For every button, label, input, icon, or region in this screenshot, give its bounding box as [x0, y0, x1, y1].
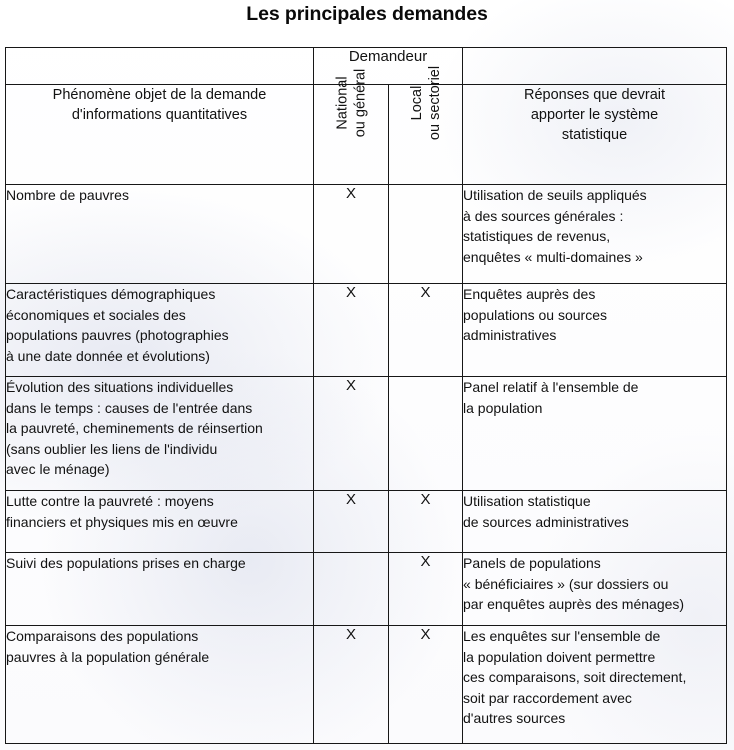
phenomene-line: populations pauvres (photographies — [6, 327, 229, 343]
table-header: Demandeur Phénomène objet de la demande … — [5, 47, 728, 185]
reponses-line: Panels de populations — [463, 555, 601, 571]
reponses-line: enquêtes « multi-domaines » — [463, 248, 643, 265]
cell-national-mark — [313, 552, 389, 626]
page-title: Les principales demandes — [246, 3, 488, 25]
header-col-reponses-line-1: Réponses que devrait — [523, 87, 666, 103]
reponses-line: la population — [463, 399, 543, 416]
cell-national-mark: X — [313, 283, 389, 377]
table-body: Nombre de pauvres X Utilisation de seuil… — [5, 184, 728, 744]
table-row: Nombre de pauvres X Utilisation de seuil… — [5, 184, 728, 284]
phenomene-line: Nombre de pauvres — [6, 187, 129, 203]
phenomene-line: pauvres à la population générale — [6, 648, 210, 665]
reponses-line: Enquêtes auprès des — [463, 286, 596, 302]
phenomene-line: à une date donnée et évolutions) — [6, 347, 210, 364]
cell-reponses: Panel relatif à l'ensemble de la populat… — [462, 376, 728, 491]
phenomene-line: la pauvreté, cheminements de réinsertion — [6, 420, 263, 436]
header-col-local-line-2: ou sectoriel — [427, 65, 444, 141]
reponses-line: de sources administratives — [463, 513, 629, 530]
phenomene-line: Évolution des situations individuelles — [6, 379, 234, 395]
phenomene-line: Caractéristiques démographiques — [6, 286, 216, 302]
phenomene-line: avec le ménage) — [6, 461, 110, 477]
cell-national-mark: X — [313, 625, 389, 744]
header-col-phenomene: Phénomène objet de la demande d'informat… — [5, 84, 314, 185]
cell-reponses: Panels de populations « bénéficiaires » … — [462, 552, 728, 626]
table-row: Suivi des populations prises en charge X… — [5, 552, 728, 626]
reponses-line: populations ou sources — [463, 306, 608, 323]
cell-local-mark: X — [387, 625, 464, 744]
header-col-local-rotated: Local ou sectoriel — [408, 66, 444, 140]
phenomene-line: Lutte contre la pauvreté : moyens — [6, 493, 214, 509]
cell-local-mark — [387, 184, 464, 284]
header-col-local: Local ou sectoriel — [387, 66, 464, 185]
cell-phenomene: Caractéristiques démographiques économiq… — [5, 283, 314, 377]
header-col-local-line-1: Local — [409, 85, 426, 121]
header-col-reponses-line-3: statistique — [561, 127, 628, 143]
table-header-row-columns: Phénomène objet de la demande d'informat… — [5, 66, 728, 185]
reponses-line: Utilisation de seuils appliqués — [463, 187, 647, 203]
header-col-phenomene-line-2: d'informations quantitatives — [71, 107, 248, 123]
reponses-line: Les enquêtes sur l'ensemble de — [463, 628, 661, 644]
cell-phenomene: Nombre de pauvres — [5, 184, 314, 284]
table-row: Caractéristiques démographiques économiq… — [5, 283, 728, 377]
cell-national-mark: X — [313, 376, 389, 491]
phenomene-line: Comparaisons des populations — [6, 628, 199, 644]
table-row: Lutte contre la pauvreté : moyens financ… — [5, 490, 728, 553]
reponses-line: soit par raccordement avec — [463, 689, 632, 706]
reponses-line: administratives — [463, 327, 557, 343]
reponses-line: statistiques de revenus, — [463, 228, 611, 244]
cell-reponses: Enquêtes auprès des populations ou sourc… — [462, 283, 728, 377]
reponses-line: à des sources générales : — [463, 207, 624, 224]
header-col-national-line-2: ou général — [352, 68, 368, 138]
cell-reponses: Utilisation statistique de sources admin… — [462, 490, 728, 553]
cell-local-mark: X — [387, 552, 464, 626]
header-col-reponses: Réponses que devrait apporter le système… — [462, 84, 728, 185]
cell-local-mark — [387, 376, 464, 491]
reponses-line: par enquêtes auprès des ménages) — [463, 596, 685, 612]
phenomene-line: financiers et physiques mis en œuvre — [6, 513, 238, 530]
table-row: Comparaisons des populations pauvres à l… — [5, 625, 728, 744]
cell-phenomene: Suivi des populations prises en charge — [5, 552, 314, 626]
cell-phenomene: Évolution des situations individuelles d… — [5, 376, 314, 491]
header-col-phenomene-line-1: Phénomène objet de la demande — [52, 87, 267, 103]
cell-reponses: Les enquêtes sur l'ensemble de la popula… — [462, 625, 728, 744]
phenomene-line: (sans oublier les liens de l'individu — [6, 440, 218, 457]
reponses-line: ces comparaisons, soit directement, — [463, 669, 687, 685]
cell-phenomene: Comparaisons des populations pauvres à l… — [5, 625, 314, 744]
reponses-line: Panel relatif à l'ensemble de — [463, 379, 639, 395]
phenomene-line: Suivi des populations prises en charge — [6, 555, 246, 571]
cell-phenomene: Lutte contre la pauvreté : moyens financ… — [5, 490, 314, 553]
header-col-national-line-1: National — [334, 76, 350, 130]
table-row: Évolution des situations individuelles d… — [5, 376, 728, 491]
reponses-line: la population doivent permettre — [463, 648, 656, 665]
phenomene-line: économiques et sociales des — [6, 306, 186, 323]
header-col-national: National ou général — [313, 69, 389, 185]
cell-reponses: Utilisation de seuils appliqués à des so… — [462, 184, 728, 284]
header-cell-empty-right — [462, 47, 728, 85]
header-cell-empty-left — [5, 47, 314, 85]
cell-national-mark: X — [313, 184, 389, 284]
cell-local-mark: X — [387, 283, 464, 377]
reponses-line: Utilisation statistique — [463, 493, 591, 509]
cell-national-mark: X — [313, 490, 389, 553]
phenomene-line: dans le temps : causes de l'entrée dans — [6, 399, 253, 416]
reponses-line: d'autres sources — [463, 710, 566, 726]
reponses-line: « bénéficiaires » (sur dossiers ou — [463, 575, 669, 592]
header-col-national-rotated: National ou général — [333, 69, 369, 138]
header-col-reponses-line-2: apporter le système — [530, 107, 659, 123]
cell-local-mark: X — [387, 490, 464, 553]
demandes-table: Demandeur Phénomène objet de la demande … — [5, 47, 728, 744]
